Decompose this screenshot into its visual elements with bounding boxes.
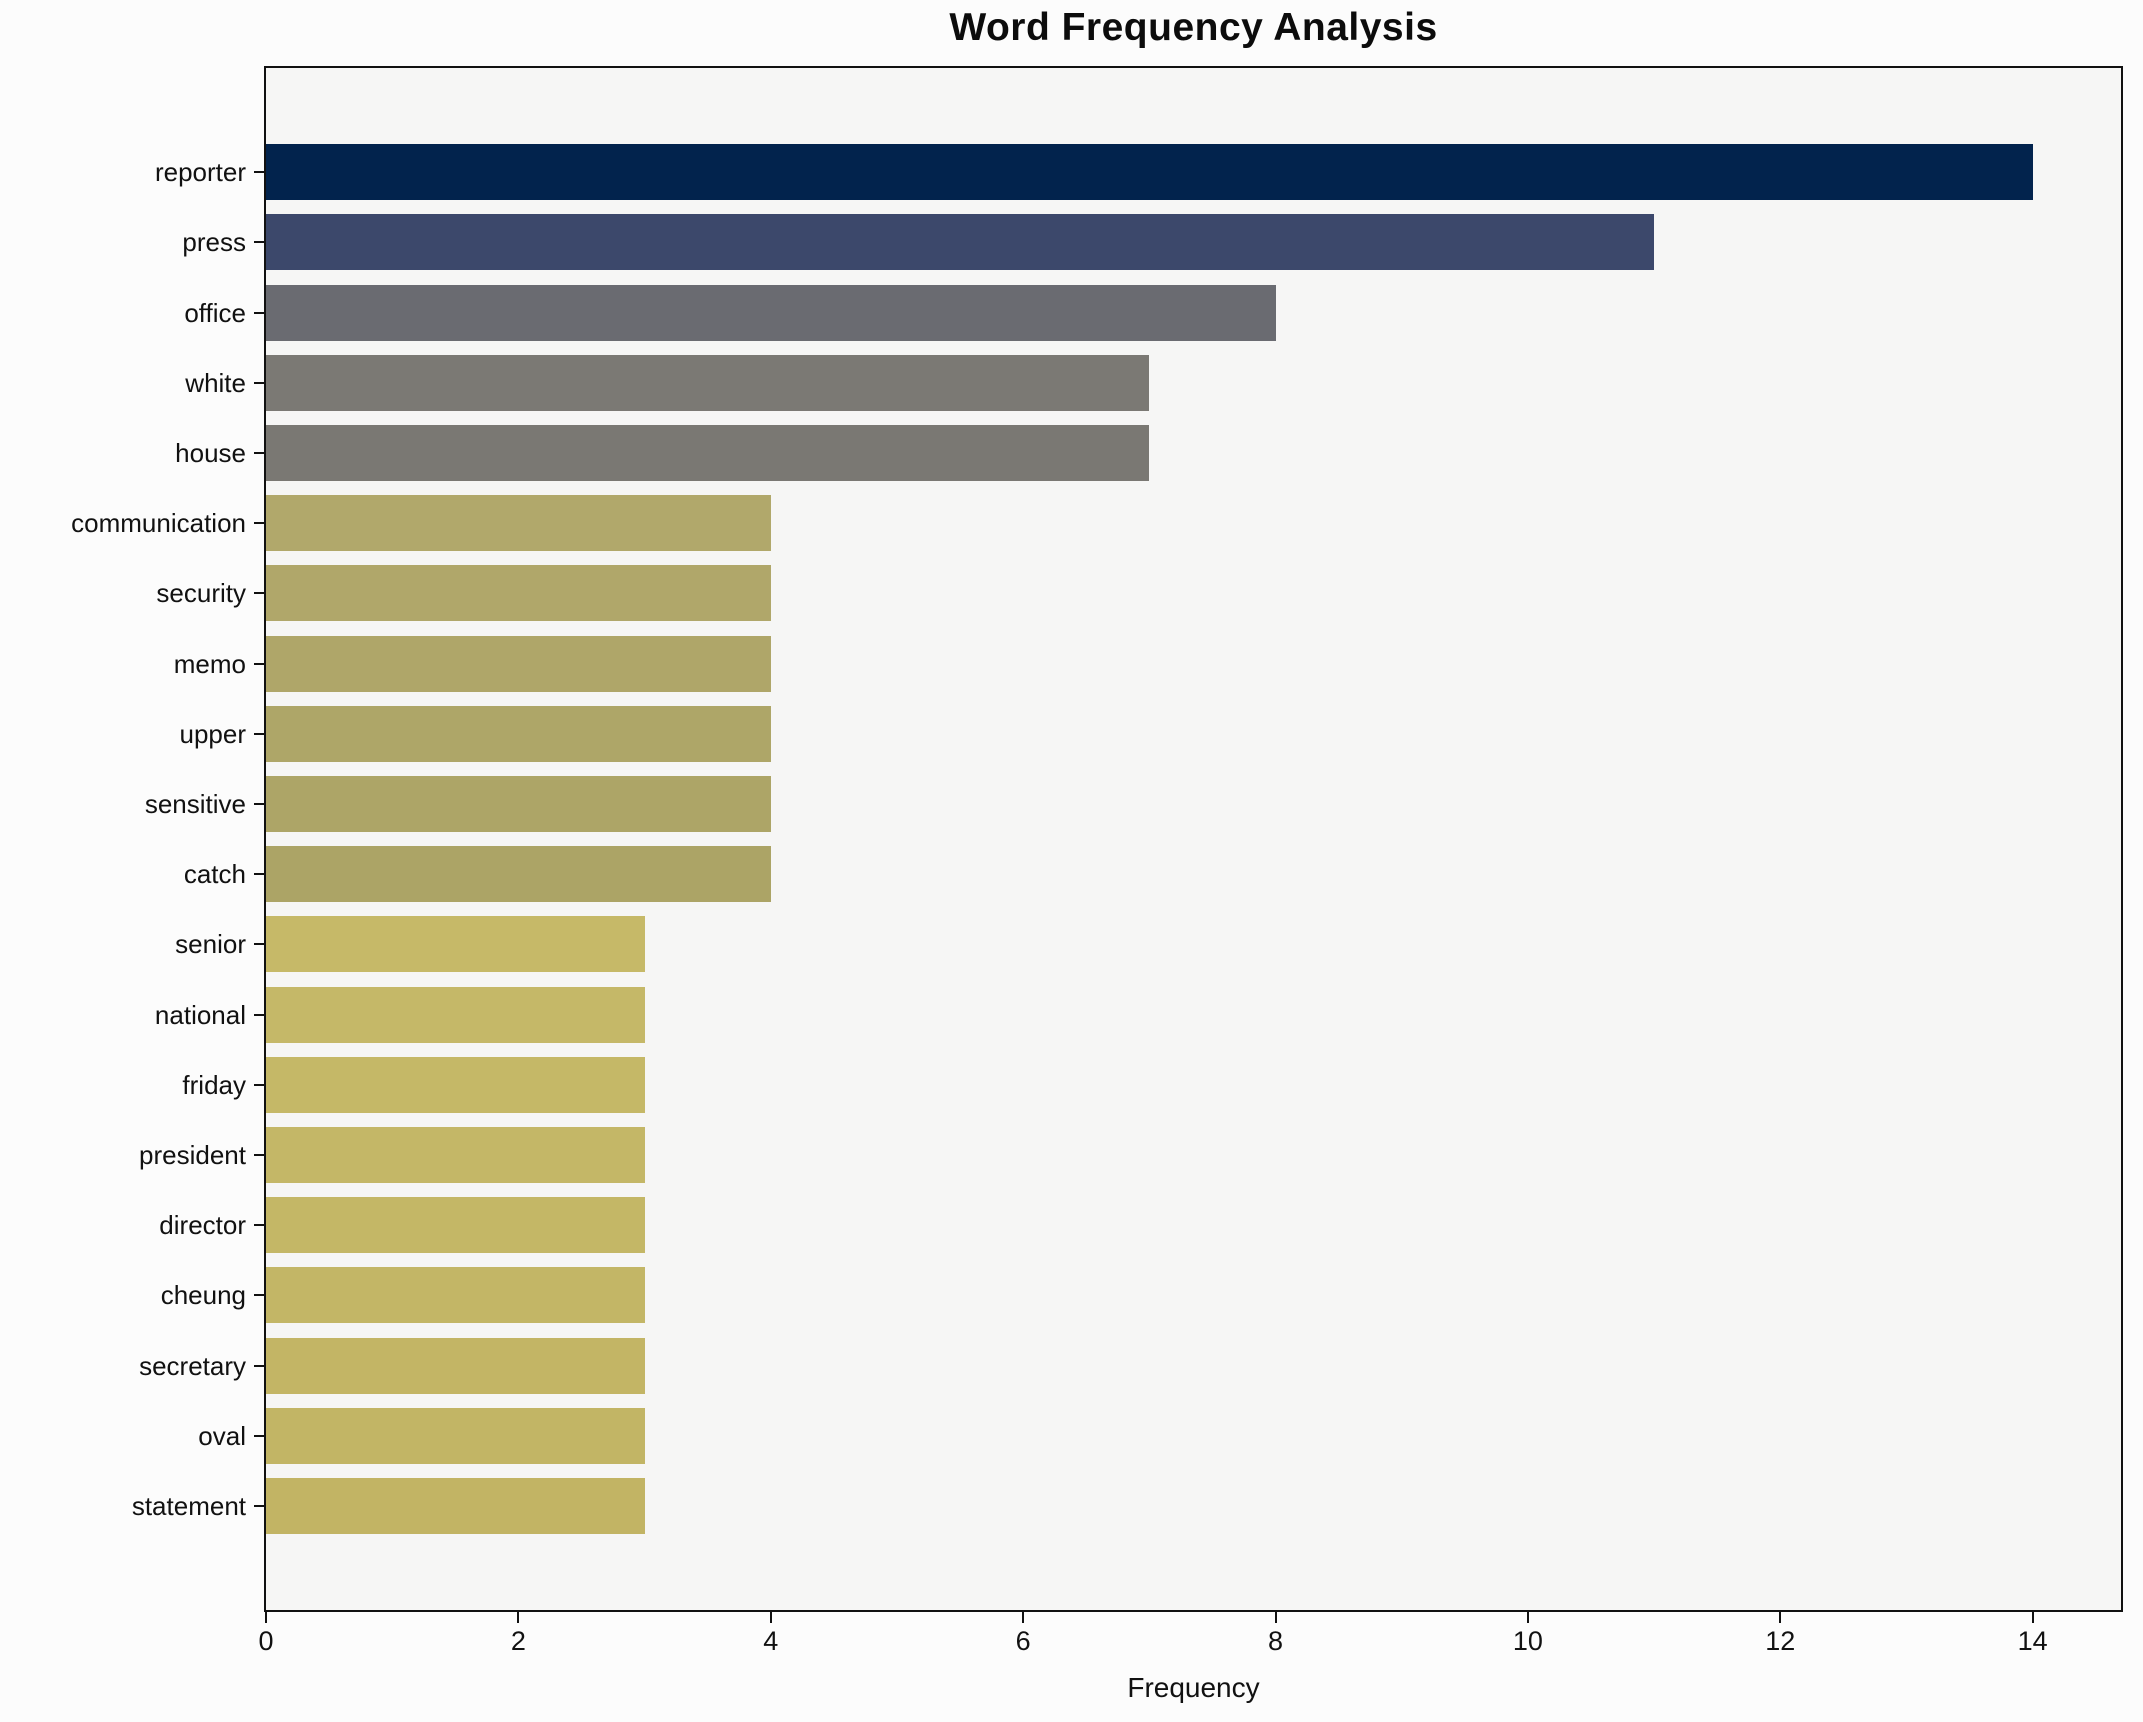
bar-sensitive — [266, 775, 771, 832]
x-tick-label-8: 8 — [1268, 1626, 1284, 1656]
x-tick-label-10: 10 — [1512, 1626, 1543, 1656]
x-tick-mark — [1526, 1612, 1529, 1623]
y-tick-label-memo: memo — [173, 648, 246, 679]
y-tick-label-press: press — [182, 227, 246, 258]
bar-senior — [266, 916, 645, 973]
y-tick-label-catch: catch — [183, 859, 246, 890]
bar-communication — [266, 495, 771, 552]
y-tick-mark — [254, 732, 264, 735]
y-tick-label-white: white — [185, 367, 246, 398]
bar-director — [266, 1197, 645, 1254]
x-tick-label-12: 12 — [1765, 1626, 1796, 1656]
y-tick-mark — [254, 1364, 264, 1367]
y-tick-label-cheung: cheung — [160, 1280, 246, 1311]
y-tick-label-secretary: secretary — [139, 1350, 246, 1381]
y-tick-label-national: national — [154, 999, 246, 1030]
y-tick-label-security: security — [156, 578, 246, 609]
x-axis-label: Frequency — [1127, 1672, 1260, 1703]
x-tick-label-2: 2 — [510, 1626, 526, 1656]
bar-statement — [266, 1477, 645, 1534]
bar-memo — [266, 635, 771, 692]
x-tick-mark — [769, 1612, 772, 1623]
y-tick-label-reporter: reporter — [154, 157, 246, 188]
y-tick-label-friday: friday — [182, 1069, 246, 1100]
y-tick-mark — [254, 592, 264, 595]
y-tick-label-communication: communication — [71, 508, 246, 539]
y-tick-mark — [254, 1504, 264, 1507]
y-tick-mark — [254, 1434, 264, 1437]
y-tick-label-upper: upper — [179, 718, 247, 749]
bar-president — [266, 1126, 645, 1183]
y-tick-mark — [254, 311, 264, 314]
y-tick-mark — [254, 662, 264, 665]
y-tick-mark — [254, 1013, 264, 1016]
x-tick-mark — [2031, 1612, 2034, 1623]
x-tick-mark — [517, 1612, 520, 1623]
y-tick-mark — [254, 241, 264, 244]
bar-security — [266, 565, 771, 622]
y-tick-mark — [254, 802, 264, 805]
x-tick-label-0: 0 — [258, 1626, 274, 1656]
y-tick-mark — [254, 873, 264, 876]
y-tick-label-office: office — [184, 297, 246, 328]
bar-office — [266, 284, 1276, 341]
y-tick-label-senior: senior — [175, 929, 246, 960]
bar-cheung — [266, 1267, 645, 1324]
y-tick-mark — [254, 381, 264, 384]
y-tick-mark — [254, 1153, 264, 1156]
bar-oval — [266, 1407, 645, 1464]
y-tick-label-president: president — [139, 1139, 246, 1170]
y-tick-label-statement: statement — [131, 1490, 246, 1521]
x-tick-mark — [265, 1612, 267, 1623]
y-tick-label-house: house — [175, 437, 246, 468]
y-tick-mark — [254, 943, 264, 946]
y-tick-mark — [254, 1083, 264, 1086]
x-tick-label-4: 4 — [763, 1626, 779, 1656]
y-tick-mark — [254, 1294, 264, 1297]
bar-house — [266, 424, 1150, 481]
bar-national — [266, 986, 645, 1043]
x-tick-mark — [1274, 1612, 1277, 1623]
y-tick-mark — [254, 451, 264, 454]
y-tick-label-sensitive: sensitive — [144, 788, 246, 819]
chart-title: Word Frequency Analysis — [949, 6, 1438, 49]
bar-press — [266, 214, 1655, 271]
y-tick-label-oval: oval — [198, 1420, 246, 1451]
bar-secretary — [266, 1337, 645, 1394]
x-tick-label-6: 6 — [1015, 1626, 1031, 1656]
bar-upper — [266, 705, 771, 762]
y-tick-label-director: director — [159, 1210, 246, 1241]
y-tick-mark — [254, 171, 264, 174]
y-tick-mark — [254, 522, 264, 525]
bar-reporter — [266, 144, 2033, 201]
y-tick-mark — [254, 1224, 264, 1227]
bar-white — [266, 354, 1150, 411]
plot-area — [264, 66, 2123, 1612]
x-tick-label-14: 14 — [2017, 1626, 2048, 1656]
x-tick-mark — [1779, 1612, 1782, 1623]
bar-catch — [266, 846, 771, 903]
bar-friday — [266, 1056, 645, 1113]
x-tick-mark — [1022, 1612, 1025, 1623]
